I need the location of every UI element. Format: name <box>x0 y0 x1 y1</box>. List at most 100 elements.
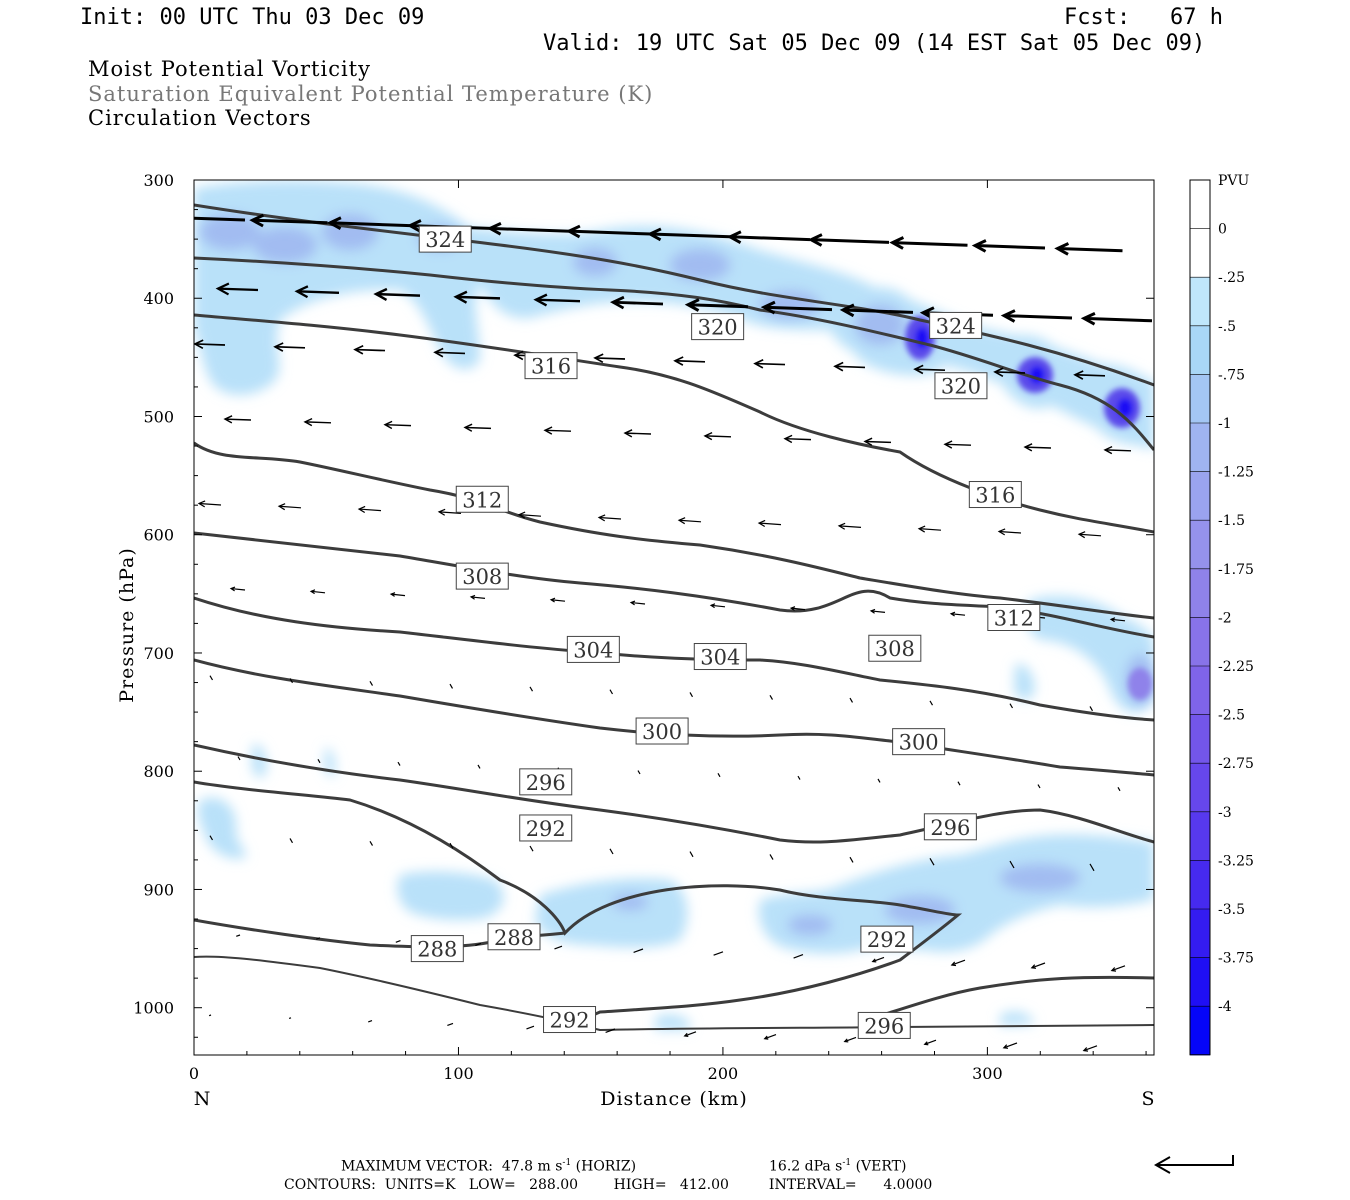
contour-label-box <box>519 814 573 842</box>
contour-label: 300 <box>892 728 946 756</box>
vector-shaft <box>957 781 961 786</box>
vector-shaft <box>810 238 890 244</box>
vector-head <box>273 342 284 352</box>
colorbar-swatch <box>1190 714 1210 764</box>
contour-label: 324 <box>929 311 983 339</box>
vector-head <box>949 611 956 617</box>
vector-head <box>703 431 713 441</box>
colorbar-level-label: -2.25 <box>1218 659 1254 675</box>
theta-es-contours <box>194 203 1154 1032</box>
vector-head <box>971 239 987 253</box>
vector-shaft <box>568 229 652 236</box>
vector-shaft <box>194 343 226 346</box>
vert-exponent: -1 <box>842 1158 852 1168</box>
vector-head <box>1002 1044 1009 1049</box>
contour-label-box <box>519 768 573 796</box>
vector-head <box>406 219 422 233</box>
vector-shaft <box>717 773 721 778</box>
vector-head <box>175 212 186 223</box>
vector-shaft <box>999 530 1022 534</box>
contour-296 <box>194 743 1154 844</box>
contour-label: 312 <box>987 604 1041 631</box>
vector-shaft <box>369 680 374 686</box>
vector-shaft <box>872 956 885 963</box>
vector-shaft <box>839 525 862 529</box>
init-time: Init: 00 UTC Thu 03 Dec 09 <box>80 5 425 30</box>
colorbar-swatch <box>1190 520 1210 570</box>
vector-shaft <box>834 365 866 369</box>
vector-shaft <box>877 778 881 783</box>
vector-shaft <box>793 954 804 959</box>
vector-shaft <box>1037 784 1041 789</box>
vector-head <box>677 517 686 525</box>
contour-label-box <box>455 485 509 513</box>
vector-shaft <box>919 528 942 531</box>
vector-shaft <box>289 838 294 844</box>
colorbar-swatch <box>1190 811 1210 861</box>
vector-shaft <box>1089 706 1094 712</box>
contour-label-text: 300 <box>899 731 939 755</box>
vector-shaft <box>1003 1042 1018 1049</box>
vector-head <box>1103 445 1113 455</box>
contour-324 <box>194 203 1154 387</box>
vector-head <box>249 213 265 228</box>
vector-head <box>565 224 581 239</box>
vector-shaft <box>684 1031 697 1037</box>
vector-shaft <box>384 423 412 427</box>
vector-shaft <box>763 305 833 312</box>
vector-shaft <box>354 348 386 352</box>
vector-shaft <box>391 593 406 597</box>
vector-head <box>194 339 204 350</box>
vector-shaft <box>784 437 812 441</box>
vector-head <box>197 500 206 508</box>
vector-shaft <box>924 1039 937 1045</box>
vector-shaft <box>974 244 1046 250</box>
vector-shaft <box>864 440 892 444</box>
horiz-exponent: -1 <box>562 1158 572 1168</box>
contour-label: 296 <box>857 1011 911 1039</box>
vector-head <box>389 592 396 597</box>
colorbar-swatch <box>1190 860 1210 910</box>
vector-shaft <box>529 686 534 692</box>
contour-292 <box>194 780 963 1023</box>
vector-shaft <box>605 1028 616 1033</box>
contour-label-box <box>934 372 988 400</box>
vector-head <box>1082 1047 1089 1052</box>
vector-shaft <box>871 610 886 613</box>
vector-shaft <box>237 756 241 761</box>
vector-head <box>863 437 873 446</box>
vector-shaft <box>711 604 726 608</box>
vector-head <box>646 227 662 242</box>
contour-label: 320 <box>934 372 988 400</box>
contour-label-box <box>635 717 689 745</box>
vector-shaft <box>754 362 786 366</box>
vector-shaft <box>551 599 566 602</box>
vector-head <box>1110 967 1117 972</box>
contour-label-box <box>868 634 922 662</box>
vector-shaft <box>769 694 774 700</box>
vector-shaft <box>471 596 486 599</box>
vector-head <box>469 594 476 600</box>
y-tick-label: 700 <box>143 644 174 663</box>
vector-head <box>629 600 636 606</box>
vector-shaft <box>679 519 702 523</box>
plot-frame <box>193 179 1155 1056</box>
vector-shaft <box>368 1020 373 1023</box>
max-vector-vert-text: 16.2 dPa s <box>769 1158 843 1175</box>
vector-shaft <box>209 675 214 681</box>
contour-label-text: 288 <box>494 926 534 950</box>
vector-head <box>517 511 526 519</box>
vector-head <box>871 958 877 963</box>
vector-shaft <box>713 951 724 956</box>
vector-head <box>684 298 700 312</box>
vector-shaft <box>849 697 854 703</box>
vector-shaft <box>535 298 581 303</box>
vector-head <box>1109 617 1116 623</box>
colorbar-level-label: -3.5 <box>1218 902 1245 918</box>
y-tick-label: 1000 <box>133 999 174 1018</box>
contour-label-text: 308 <box>462 565 502 589</box>
contour-label-text: 296 <box>864 1014 904 1038</box>
contour-316 <box>194 313 1154 534</box>
vector-head <box>433 347 444 358</box>
colorbar-swatch <box>1190 423 1210 473</box>
